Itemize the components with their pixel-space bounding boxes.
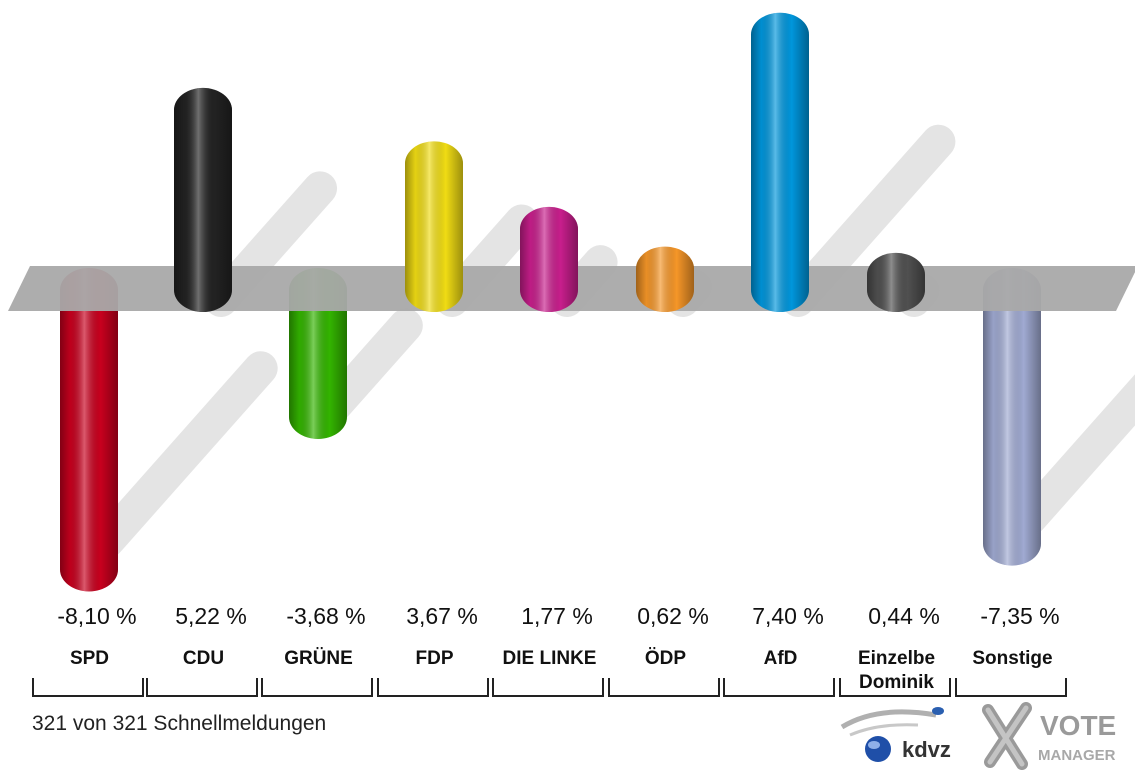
bar-spd [60,268,118,592]
value-label: -3,68 % [286,603,366,629]
category-label: SPD [69,648,110,669]
bar-fdp [405,141,463,312]
bar-highlight [405,141,463,312]
footer-report-count: 321 von 321 Schnellmeldungen [32,712,327,735]
svg-text:MANAGER: MANAGER [1038,747,1116,764]
positive-bars [174,12,925,312]
bar-shadow [319,308,423,422]
bar-highlight [867,252,925,312]
bar-einzelbe-dominik [867,252,925,312]
value-label: 0,62 % [637,603,709,629]
category-label: CDU [182,648,225,669]
kdvz-logo: kdvz [840,707,951,762]
value-label: -8,10 % [57,603,137,629]
bar-shadows [90,124,1135,559]
category-label: GRÜNE [284,648,353,669]
vote-manager-logo: VOTE MANAGER [982,702,1116,770]
value-label: -7,35 % [980,603,1060,629]
svg-text:VOTE: VOTE [1040,710,1116,741]
bar-highlight [751,12,809,312]
bar-highlight [636,246,694,312]
category-axis [32,678,1067,697]
bar-shadow [90,351,278,559]
value-label: 5,22 % [175,603,247,629]
bar-shadow [1013,374,1135,536]
bar-afd [751,12,809,312]
value-label: 7,40 % [752,603,824,629]
bar-ödp [636,246,694,312]
bar-die-linke [520,206,578,312]
category-label: Einzelbe Dominik [857,648,936,693]
value-label: 1,77 % [521,603,593,629]
value-label: 0,44 % [868,603,940,629]
bar-highlight [520,206,578,312]
bar-cdu [174,87,232,312]
bar-sonstige [983,268,1041,566]
bar-highlight [983,268,1041,566]
category-label: FDP [415,648,454,669]
bar-highlight [174,87,232,312]
category-label: Sonstige [972,648,1053,669]
svg-text:kdvz: kdvz [902,737,951,762]
bar-highlight [60,268,118,592]
category-label: AfD [763,648,798,669]
category-label: ÖDP [644,648,687,669]
value-label: 3,67 % [406,603,478,629]
category-label: DIE LINKE [502,648,597,669]
